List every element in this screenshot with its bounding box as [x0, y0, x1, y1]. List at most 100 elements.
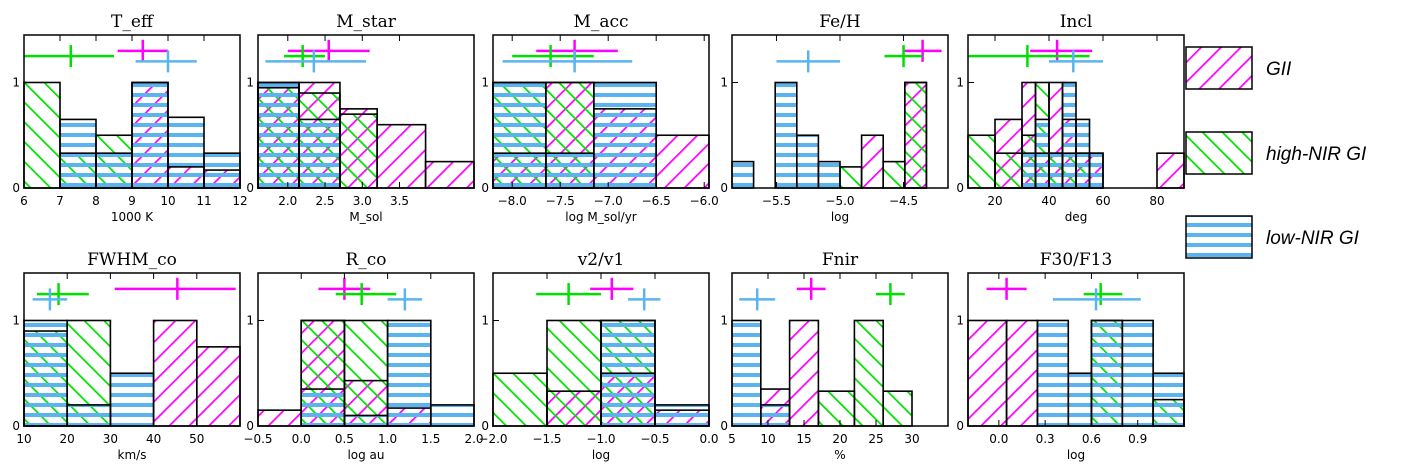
x-tick-label: −1.0 [586, 432, 615, 446]
bar-GII [1157, 153, 1184, 188]
bar-low [1068, 373, 1092, 426]
x-tick-label: 30 [103, 432, 118, 446]
y-tick-label: 0 [956, 181, 964, 195]
legend: GII high-NIR GI low-NIR GI [1185, 46, 1367, 259]
x-tick-label: 50 [189, 432, 204, 446]
panel-title: Fe/H [819, 12, 860, 32]
y-tick-label: 1 [720, 313, 728, 327]
panel-frame [967, 272, 1185, 427]
bar-low [387, 320, 431, 426]
x-tick-label: 40 [146, 432, 161, 446]
bar-GII [196, 346, 240, 426]
x-tick-label: 8 [92, 194, 100, 208]
bar-low [593, 82, 657, 188]
panel-3: −5.5 −5.0 −4.5 0 1 Fe/H log [720, 12, 949, 224]
x-tick-label: 30 [904, 432, 919, 446]
bar-low [67, 404, 111, 426]
y-tick-label: 1 [12, 313, 20, 327]
x-axis-label: log [831, 210, 849, 224]
x-tick-label: −4.5 [889, 194, 918, 208]
bar-high [344, 320, 388, 426]
y-tick-label: 1 [246, 75, 254, 89]
panel-title: T_eff [111, 12, 155, 32]
y-tick-label: 1 [481, 313, 489, 327]
bar-low [732, 320, 761, 426]
x-tick-label: 2.0 [464, 432, 483, 446]
bar-GII [968, 320, 1007, 426]
x-tick-label: 20 [60, 432, 75, 446]
bar-low [430, 404, 474, 426]
y-tick-label: 0 [246, 419, 254, 433]
bar-low [168, 117, 204, 188]
y-tick-label: 1 [720, 75, 728, 89]
legend-label-high: high-NIR GI [1266, 144, 1367, 165]
x-tick-label: 0.6 [1082, 432, 1101, 446]
panel-frame [257, 272, 475, 427]
y-tick-label: 0 [12, 419, 20, 433]
x-tick-label: 11 [196, 194, 211, 208]
panel-frame [257, 34, 475, 189]
bar-high [840, 166, 862, 188]
legend-swatch-border [1185, 46, 1253, 90]
bar-low [1022, 153, 1036, 188]
bar-high [968, 135, 995, 188]
bar-low [96, 153, 132, 188]
x-tick-label: −0.5 [640, 432, 669, 446]
x-tick-label: 40 [1041, 194, 1056, 208]
bar-GII [1006, 320, 1038, 426]
bar-low [132, 82, 168, 188]
x-tick-label: −5.5 [762, 194, 791, 208]
x-tick-label: 0.3 [1036, 432, 1055, 446]
legend-swatch-border [1185, 131, 1253, 175]
x-tick-label: −5.0 [825, 194, 854, 208]
bar-low [24, 320, 68, 426]
x-tick-label: 0.0 [292, 432, 311, 446]
bar-GII [425, 161, 474, 188]
bar-high [854, 320, 884, 426]
x-tick-label: 20 [987, 194, 1002, 208]
x-axis-label: log M_sol/yr [565, 210, 637, 224]
x-axis-label: log au [347, 448, 384, 462]
bar-low [301, 389, 345, 426]
bar-low [1062, 82, 1076, 188]
panel-frame [967, 34, 1185, 189]
x-axis-label: 1000 K [111, 210, 154, 224]
x-tick-label: 10 [760, 432, 775, 446]
x-tick-label: 7 [56, 194, 64, 208]
bar-low [775, 82, 797, 188]
x-tick-label: −6.5 [642, 194, 671, 208]
bar-high [818, 391, 855, 426]
x-tick-label: 0.9 [1128, 432, 1147, 446]
x-tick-label: −6.0 [690, 194, 719, 208]
x-tick-label: 60 [1095, 194, 1110, 208]
x-tick-label: 1.0 [378, 432, 397, 446]
x-tick-label: −7.5 [546, 194, 575, 208]
y-tick-label: 1 [956, 75, 964, 89]
panel-5: 10 20 30 40 50 0 1 FWHM_co km/s [12, 250, 241, 462]
panel-9: 0.0 0.3 0.6 0.9 0 1 F30/F13 log [956, 250, 1185, 462]
bar-GII [789, 320, 819, 426]
bar-GII [258, 410, 302, 426]
bar-GII [377, 124, 426, 188]
x-tick-label: 3.0 [353, 194, 372, 208]
bar-low [298, 119, 340, 188]
x-tick-label: 1.5 [421, 432, 440, 446]
bar-low [818, 161, 840, 188]
bar-GII [656, 135, 709, 188]
bar-high [493, 373, 547, 426]
bar-high [904, 82, 927, 188]
bar-low [258, 82, 299, 188]
panel-frame [492, 34, 710, 189]
x-axis-label: log [592, 448, 610, 462]
bar-low [545, 153, 594, 188]
x-tick-label: −0.5 [243, 432, 272, 446]
y-tick-label: 0 [481, 419, 489, 433]
y-tick-label: 0 [720, 181, 728, 195]
bar-low [344, 415, 388, 426]
bar-high [24, 82, 60, 188]
y-tick-label: 0 [720, 419, 728, 433]
y-tick-label: 1 [12, 75, 20, 89]
x-tick-label: −2.0 [478, 432, 507, 446]
x-tick-label: 6 [20, 194, 28, 208]
